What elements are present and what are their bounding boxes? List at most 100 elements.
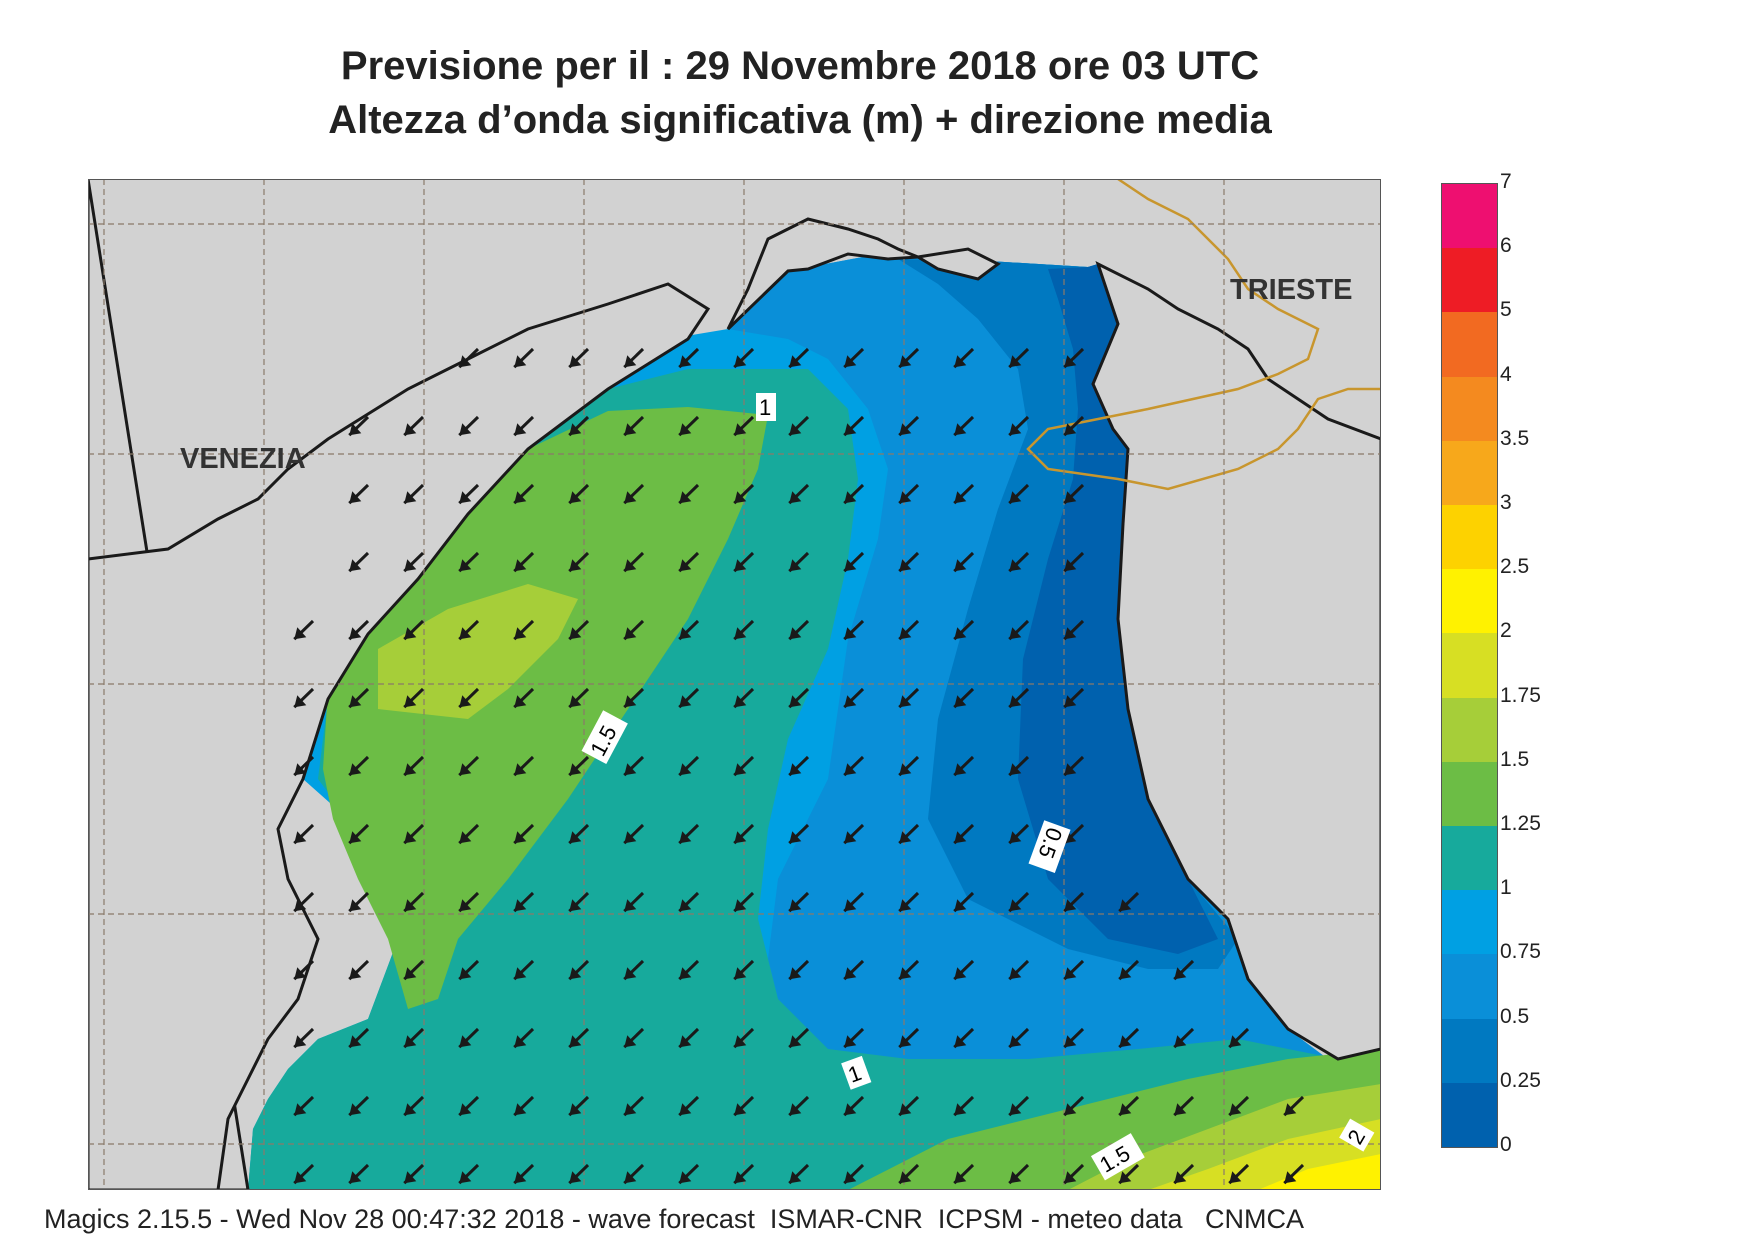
wave-direction-arrowhead bbox=[899, 559, 912, 572]
wave-direction-arrowhead bbox=[734, 695, 747, 708]
colorbar-tick-label: 0.25 bbox=[1500, 1068, 1541, 1092]
colorbar-segment bbox=[1442, 697, 1497, 763]
wave-direction-arrowhead bbox=[624, 1103, 637, 1116]
colorbar-tick-label: 1.5 bbox=[1500, 747, 1530, 771]
wave-direction-arrowhead bbox=[624, 559, 637, 572]
wave-direction-arrowhead bbox=[844, 491, 857, 504]
contour-label-2-southeast: 2 bbox=[1339, 1118, 1375, 1152]
wave-direction-arrowhead bbox=[459, 967, 472, 980]
wave-direction-arrowhead bbox=[734, 627, 747, 640]
wave-direction-arrowhead bbox=[734, 899, 747, 912]
wave-direction-arrowhead bbox=[954, 967, 967, 980]
wave-direction-arrowhead bbox=[349, 559, 362, 572]
graticule bbox=[88, 179, 1381, 1190]
wave-direction-arrowhead bbox=[294, 763, 307, 776]
wave-direction-arrowhead bbox=[349, 967, 362, 980]
colorbar-tick-label: 0 bbox=[1500, 1133, 1512, 1156]
wave-direction-arrowhead bbox=[569, 559, 582, 572]
wave-direction-arrowhead bbox=[1009, 1171, 1022, 1184]
wave-direction-arrowhead bbox=[844, 355, 857, 368]
wave-direction-arrowhead bbox=[954, 491, 967, 504]
wave-direction-arrowhead bbox=[679, 1171, 692, 1184]
wave-direction-arrowhead bbox=[899, 1103, 912, 1116]
wave-direction-arrowhead bbox=[899, 423, 912, 436]
wave-direction-arrowhead bbox=[1009, 1035, 1022, 1048]
city-label-trieste: TRIESTE bbox=[1230, 274, 1352, 306]
wave-direction-arrowhead bbox=[679, 423, 692, 436]
wave-direction-arrowhead bbox=[1064, 423, 1077, 436]
colorbar-tick-label: 2.5 bbox=[1500, 555, 1530, 579]
wave-direction-arrowhead bbox=[459, 1171, 472, 1184]
wave-direction-arrowhead bbox=[679, 1103, 692, 1116]
wave-direction-arrowhead bbox=[294, 627, 307, 640]
wave-direction-arrowhead bbox=[1119, 967, 1132, 980]
map-title: Previsione per il : 29 Novembre 2018 ore… bbox=[340, 44, 1260, 88]
wave-direction-arrowhead bbox=[459, 899, 472, 912]
wave-direction-arrowhead bbox=[679, 1035, 692, 1048]
colorbar-tick-label: 1 bbox=[1500, 876, 1512, 900]
wave-direction-arrowhead bbox=[459, 491, 472, 504]
wave-direction-arrowhead bbox=[1174, 967, 1187, 980]
wave-direction-arrowhead bbox=[1064, 695, 1077, 708]
wave-direction-arrowhead bbox=[1009, 355, 1022, 368]
wave-direction-arrowhead bbox=[1119, 899, 1132, 912]
colorbar-tick-label: 5 bbox=[1500, 298, 1512, 322]
wave-direction-arrowhead bbox=[349, 831, 362, 844]
colorbar-segment bbox=[1442, 890, 1497, 955]
wave-direction-arrowhead bbox=[1229, 1171, 1242, 1184]
wave-direction-arrowhead bbox=[349, 763, 362, 776]
wave-direction-arrowhead bbox=[1009, 763, 1022, 776]
wave-direction-arrowhead bbox=[734, 763, 747, 776]
colorbar-tick-label: 1.75 bbox=[1500, 683, 1541, 707]
wave-direction-arrowhead bbox=[1064, 899, 1077, 912]
wave-direction-arrowhead bbox=[954, 1035, 967, 1048]
wave-direction-arrowhead bbox=[899, 1171, 912, 1184]
wave-direction-arrowhead bbox=[1009, 695, 1022, 708]
colorbar-segment bbox=[1442, 954, 1497, 1020]
wave-direction-arrowhead bbox=[569, 627, 582, 640]
wave-direction-arrowhead bbox=[679, 695, 692, 708]
wave-direction-arrowhead bbox=[899, 967, 912, 980]
wave-direction-arrowhead bbox=[404, 627, 417, 640]
wave-direction-arrowhead bbox=[734, 1171, 747, 1184]
wave-direction-arrowhead bbox=[1174, 1171, 1187, 1184]
wave-direction-arrowhead bbox=[1284, 1103, 1297, 1116]
wave-direction-arrowhead bbox=[789, 627, 802, 640]
wave-direction-arrowhead bbox=[789, 559, 802, 572]
wave-direction-arrowhead bbox=[734, 831, 747, 844]
wave-direction-arrowhead bbox=[899, 899, 912, 912]
wave-direction-arrowhead bbox=[459, 559, 472, 572]
wave-direction-arrowhead bbox=[459, 627, 472, 640]
wave-direction-arrowhead bbox=[679, 627, 692, 640]
colorbar-tick-label: 0.75 bbox=[1500, 940, 1541, 964]
wave-direction-arrowhead bbox=[1064, 559, 1077, 572]
wave-direction-arrowhead bbox=[789, 1171, 802, 1184]
wave-direction-arrowhead bbox=[954, 763, 967, 776]
wave-direction-arrowhead bbox=[514, 1171, 527, 1184]
colorbar-tick-label: 0.5 bbox=[1500, 1004, 1530, 1028]
wave-direction-arrowhead bbox=[1064, 355, 1077, 368]
wave-direction-arrowhead bbox=[624, 695, 637, 708]
colorbar-segment bbox=[1442, 761, 1497, 827]
wave-direction-arrowhead bbox=[624, 763, 637, 776]
band-1.5 bbox=[378, 584, 578, 719]
wave-direction-arrowhead bbox=[1064, 627, 1077, 640]
wave-direction-arrowhead bbox=[514, 1103, 527, 1116]
wave-direction-arrowhead bbox=[1174, 1103, 1187, 1116]
wave-direction-arrowhead bbox=[294, 1103, 307, 1116]
wave-direction-arrowhead bbox=[404, 491, 417, 504]
wave-direction-arrowhead bbox=[569, 763, 582, 776]
wave-direction-arrowhead bbox=[624, 831, 637, 844]
wave-direction-arrowhead bbox=[514, 627, 527, 640]
wave-direction-arrowhead bbox=[789, 899, 802, 912]
wave-direction-arrowhead bbox=[349, 695, 362, 708]
wave-direction-arrowhead bbox=[1009, 423, 1022, 436]
land-gulf-islands bbox=[913, 247, 1001, 281]
wave-direction-arrowhead bbox=[624, 423, 637, 436]
wave-direction-arrowhead bbox=[734, 967, 747, 980]
wave-direction-arrowhead bbox=[1119, 1171, 1132, 1184]
wave-height-map: 1 1.5 0.5 1 1.5 2 VENEZI bbox=[88, 179, 1381, 1190]
wave-direction-arrowhead bbox=[1064, 1035, 1077, 1048]
wave-direction-arrowhead bbox=[349, 491, 362, 504]
wave-direction-arrowhead bbox=[459, 695, 472, 708]
